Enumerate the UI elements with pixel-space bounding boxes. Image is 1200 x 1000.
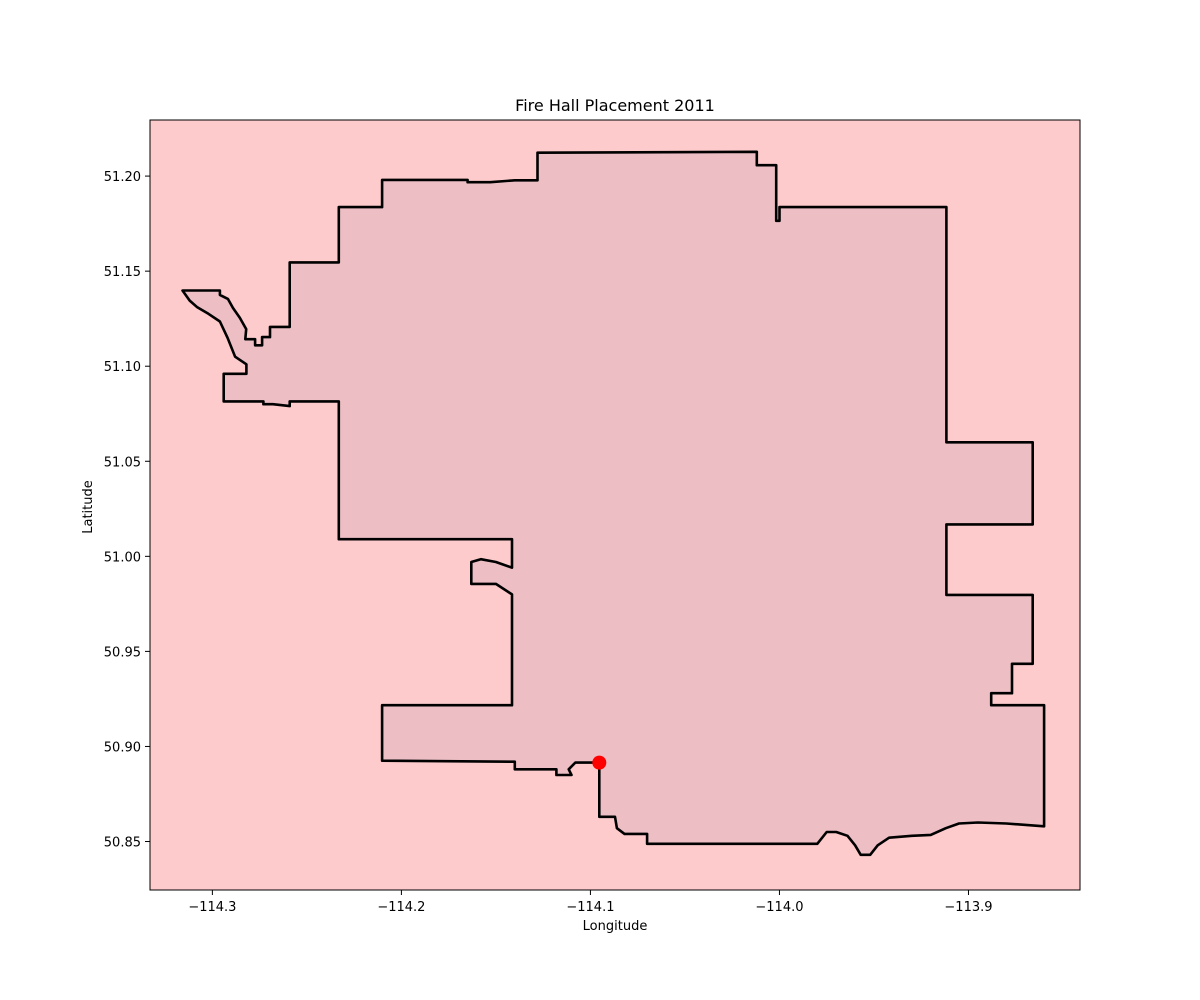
- x-axis-ticks: −114.3 −114.2 −114.1 −114.0 −113.9: [188, 890, 993, 915]
- y-tick-label: 51.05: [104, 455, 141, 470]
- fire-hall-points: [592, 755, 607, 770]
- y-axis-label: Latitude: [81, 480, 96, 534]
- y-tick-label: 51.10: [104, 360, 141, 375]
- y-tick-label: 50.90: [104, 740, 141, 755]
- chart-title: Fire Hall Placement 2011: [515, 96, 715, 115]
- x-tick-label: −114.3: [188, 900, 236, 915]
- y-tick-label: 51.15: [104, 265, 141, 280]
- y-tick-label: 50.95: [104, 645, 141, 660]
- y-tick-label: 51.20: [104, 170, 141, 185]
- map-axes: −114.3 −114.2 −114.1 −114.0 −113.9 50.85 50.9…: [104, 119, 1081, 915]
- fire-hall-point: [592, 755, 607, 770]
- x-tick-label: −114.1: [566, 900, 614, 915]
- x-axis-label: Longitude: [583, 919, 648, 934]
- x-tick-label: −114.2: [377, 900, 425, 915]
- axes-frame: [149, 119, 1081, 891]
- x-tick-label: −114.0: [755, 900, 803, 915]
- y-tick-label: 51.00: [104, 550, 141, 565]
- y-tick-label: 50.85: [104, 836, 141, 851]
- y-axis-ticks: 50.85 50.90 50.95 51.00 51.05 51.10 51.15 51.20: [104, 170, 150, 851]
- x-tick-label: −113.9: [944, 900, 992, 915]
- city-boundary: [181, 150, 1046, 857]
